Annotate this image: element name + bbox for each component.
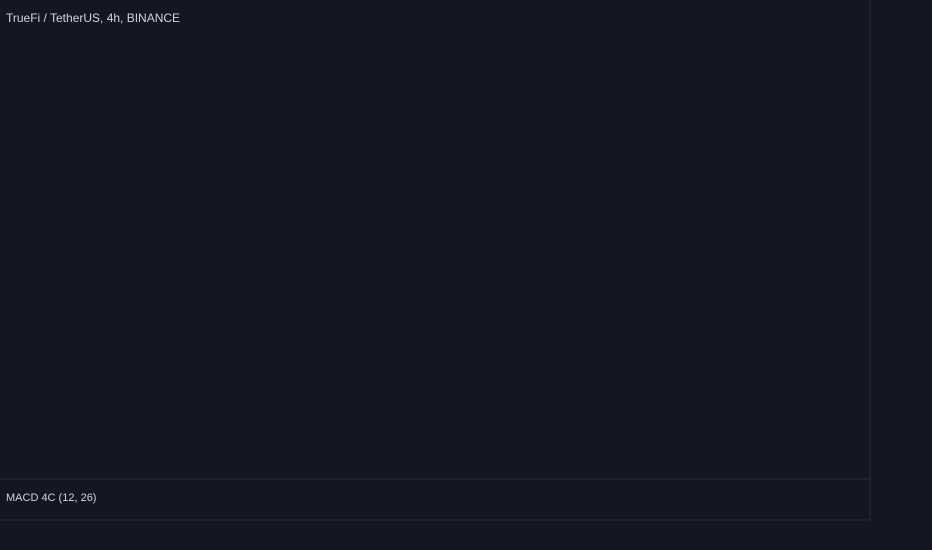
macd-label: MACD 4C (12, 26) — [6, 492, 96, 504]
chart-title: TrueFi / TetherUS, 4h, BINANCE — [6, 11, 180, 25]
